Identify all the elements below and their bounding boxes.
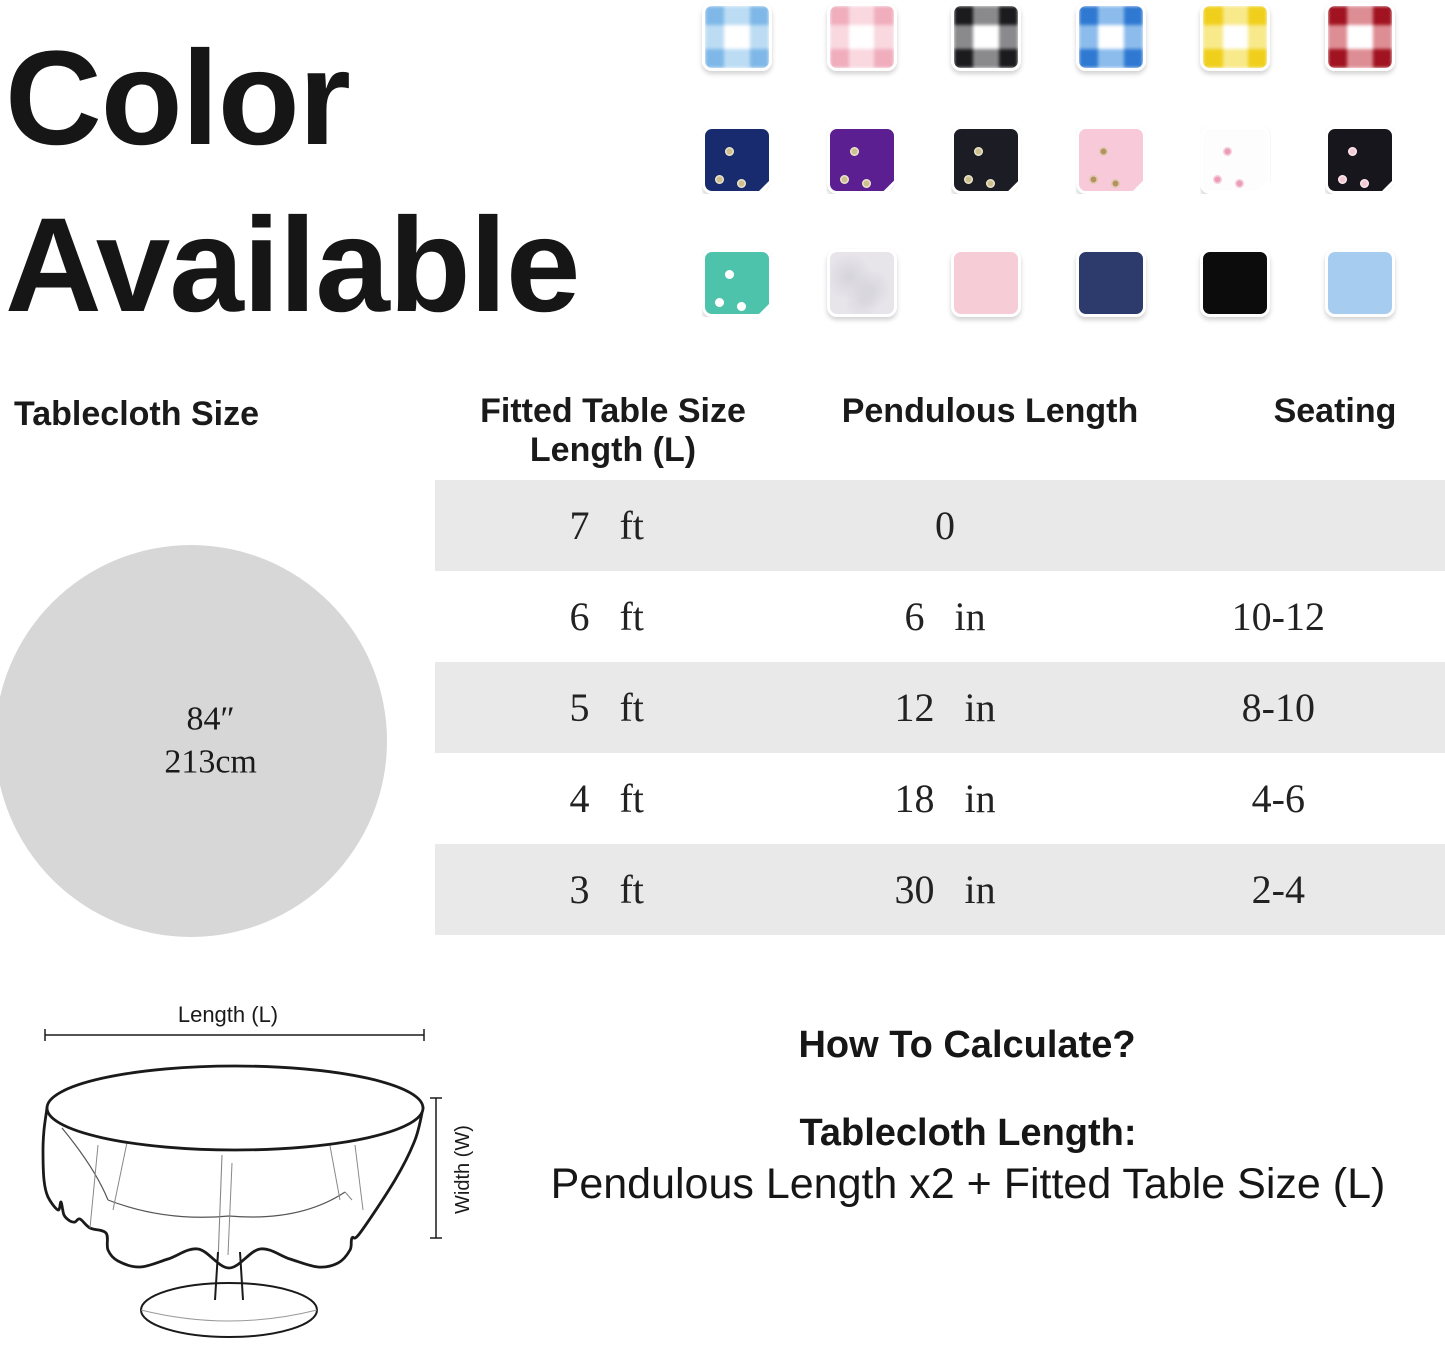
svg-text:Length (L): Length (L)	[178, 1002, 278, 1027]
